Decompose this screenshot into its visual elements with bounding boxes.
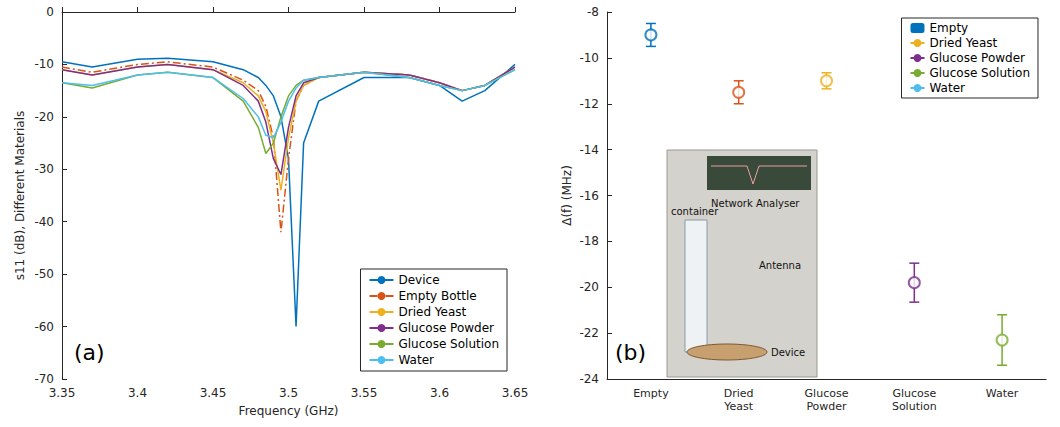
svg-text:3.45: 3.45 <box>200 386 227 400</box>
svg-text:Empty: Empty <box>633 387 669 400</box>
svg-text:3.35: 3.35 <box>49 386 76 400</box>
svg-text:Glucose Solution: Glucose Solution <box>398 337 499 351</box>
svg-text:-60: -60 <box>34 320 54 334</box>
svg-text:-12: -12 <box>579 97 599 111</box>
svg-text:Powder: Powder <box>806 400 847 413</box>
svg-text:Dried Yeast: Dried Yeast <box>929 36 997 50</box>
svg-text:-22: -22 <box>579 326 599 340</box>
svg-text:Glucose: Glucose <box>805 387 849 400</box>
svg-text:Dried: Dried <box>724 387 754 400</box>
svg-text:Glucose: Glucose <box>892 387 936 400</box>
svg-text:Glucose Powder: Glucose Powder <box>398 321 494 335</box>
svg-text:-50: -50 <box>34 267 54 281</box>
svg-text:s11 (dB), Different Materials: s11 (dB), Different Materials <box>13 111 27 281</box>
svg-text:-70: -70 <box>34 372 54 386</box>
svg-text:-18: -18 <box>579 234 599 248</box>
svg-text:-20: -20 <box>34 110 54 124</box>
svg-text:(a): (a) <box>74 340 105 365</box>
svg-text:-14: -14 <box>579 143 599 157</box>
svg-text:0: 0 <box>46 5 54 19</box>
svg-text:Device: Device <box>398 273 439 287</box>
svg-text:Frequency (GHz): Frequency (GHz) <box>239 404 339 418</box>
svg-text:container: container <box>671 206 719 217</box>
svg-text:(b): (b) <box>615 340 646 365</box>
svg-text:3.55: 3.55 <box>351 386 378 400</box>
svg-text:Dried Yeast: Dried Yeast <box>398 305 466 319</box>
svg-text:Glucose Powder: Glucose Powder <box>929 51 1025 65</box>
svg-text:3.5: 3.5 <box>279 386 298 400</box>
svg-text:3.65: 3.65 <box>502 386 529 400</box>
svg-text:-16: -16 <box>579 189 599 203</box>
svg-text:3.6: 3.6 <box>430 386 449 400</box>
svg-text:Glucose Solution: Glucose Solution <box>929 66 1030 80</box>
svg-text:-10: -10 <box>34 57 54 71</box>
svg-text:-40: -40 <box>34 215 54 229</box>
svg-text:Water: Water <box>929 81 965 95</box>
svg-text:-20: -20 <box>579 280 599 294</box>
svg-text:-24: -24 <box>579 372 599 386</box>
svg-text:Δ(f) (MHz): Δ(f) (MHz) <box>560 165 574 226</box>
svg-text:Empty: Empty <box>929 21 968 35</box>
svg-text:Yeast: Yeast <box>723 400 753 413</box>
svg-text:3.4: 3.4 <box>128 386 147 400</box>
svg-text:-8: -8 <box>587 5 599 19</box>
svg-text:Water: Water <box>398 353 434 367</box>
svg-text:Network Analyser: Network Analyser <box>711 198 800 209</box>
svg-text:-10: -10 <box>579 51 599 65</box>
svg-text:Device: Device <box>771 347 805 358</box>
svg-text:Water: Water <box>986 387 1019 400</box>
svg-text:Empty Bottle: Empty Bottle <box>398 289 476 303</box>
svg-text:Solution: Solution <box>892 400 937 413</box>
svg-text:-30: -30 <box>34 162 54 176</box>
svg-text:Antenna: Antenna <box>759 260 801 271</box>
